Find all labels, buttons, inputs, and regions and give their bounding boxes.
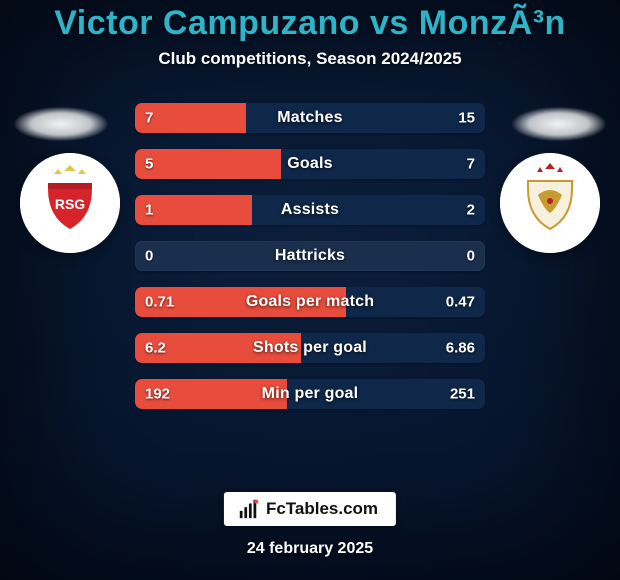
- page-title: Victor Campuzano vs MonzÃ³n: [54, 4, 566, 43]
- comparison-card: Victor Campuzano vs MonzÃ³n Club competi…: [0, 0, 620, 580]
- svg-text:RSG: RSG: [55, 196, 85, 212]
- stat-row: 0.71 0.47 Goals per match: [135, 287, 485, 317]
- stat-value-right: 0.47: [446, 294, 475, 311]
- fctables-logo-icon: [238, 498, 260, 520]
- stat-label: Shots per goal: [253, 339, 367, 357]
- stat-row: 0 0 Hattricks: [135, 241, 485, 271]
- stat-rows: 7 15 Matches 5 7 Goals 1 2 Assists 0 0 Hattricks 0.7…: [135, 103, 485, 409]
- footer-text: FcTables.com: [266, 499, 378, 519]
- stat-value-right: 2: [467, 202, 475, 219]
- team-badge-right: [500, 153, 600, 253]
- stat-value-left: 0.71: [145, 294, 174, 311]
- stat-row: 1 2 Assists: [135, 195, 485, 225]
- stat-value-right: 0: [467, 248, 475, 265]
- footer-badge: FcTables.com: [224, 492, 396, 526]
- stat-label: Goals: [287, 155, 332, 173]
- stat-value-left: 0: [145, 248, 153, 265]
- date-text: 24 february 2025: [247, 540, 373, 558]
- subtitle: Club competitions, Season 2024/2025: [158, 49, 461, 69]
- stat-label: Goals per match: [246, 293, 374, 311]
- team-crest-left-icon: RSG: [20, 153, 120, 253]
- stat-value-left: 1: [145, 202, 153, 219]
- stat-value-right: 6.86: [446, 340, 475, 357]
- stat-value-left: 192: [145, 386, 170, 403]
- stat-value-left: 5: [145, 156, 153, 173]
- stat-row: 192 251 Min per goal: [135, 379, 485, 409]
- stat-row: 7 15 Matches: [135, 103, 485, 133]
- stat-value-left: 7: [145, 110, 153, 127]
- stat-value-right: 15: [458, 110, 475, 127]
- stat-label: Assists: [281, 201, 339, 219]
- team-crest-right-icon: [500, 153, 600, 253]
- stat-value-right: 251: [450, 386, 475, 403]
- spotlight-left: [14, 107, 108, 141]
- stat-row: 6.2 6.86 Shots per goal: [135, 333, 485, 363]
- stat-label: Matches: [277, 109, 342, 127]
- stat-fill-left: [135, 149, 281, 179]
- stat-label: Hattricks: [275, 247, 345, 265]
- stat-value-left: 6.2: [145, 340, 166, 357]
- team-badge-left: RSG: [20, 153, 120, 253]
- stat-label: Min per goal: [262, 385, 359, 403]
- stat-value-right: 7: [467, 156, 475, 173]
- spotlight-right: [512, 107, 606, 141]
- stage: RSG 7 15 Matches 5 7 Goals 1 2 Assists 0 0 Hattrick…: [0, 93, 620, 580]
- stat-row: 5 7 Goals: [135, 149, 485, 179]
